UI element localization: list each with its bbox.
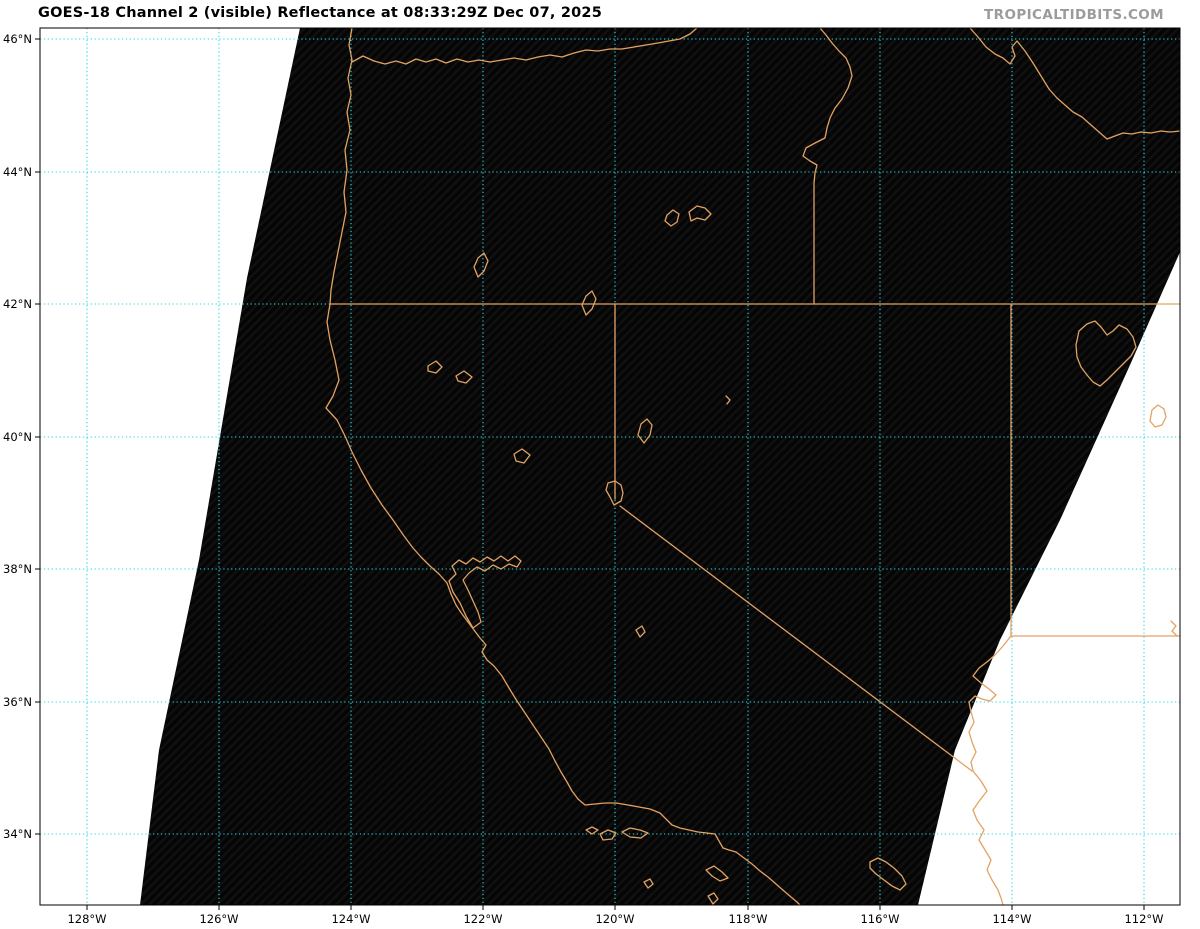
outline-border-california-nevada-diagonal [619, 505, 973, 772]
outline-santa-rosa-island [599, 829, 617, 841]
lon-tick-label: 122°W [463, 912, 502, 926]
page-title: GOES-18 Channel 2 (visible) Reflectance … [38, 5, 602, 21]
lon-tick-label: 124°W [331, 912, 370, 926]
outline-idaho-rivers [969, 27, 1181, 140]
outline-river-at-right-edge [1170, 620, 1178, 637]
lon-tick-label: 114°W [992, 912, 1031, 926]
outline-san-clemente-island [707, 892, 719, 905]
lat-tick-label: 34°N [3, 827, 32, 841]
outline-utah-lake [1149, 404, 1167, 428]
swath-polygon [140, 28, 1180, 905]
lon-tick-label: 116°W [860, 912, 899, 926]
outline-malheur-lake [688, 205, 712, 222]
lon-tick-label: 128°W [67, 912, 106, 926]
outline-upper-klamath-lake [473, 252, 489, 278]
outline-great-salt-lake [1075, 320, 1137, 387]
outline-san-miguel-island [585, 826, 599, 835]
outline-santa-catalina-island [705, 865, 729, 882]
outline-sf-bay-delta [448, 555, 522, 629]
lat-tick-label: 40°N [3, 430, 32, 444]
outline-walker-lake [635, 625, 646, 638]
outline-colorado-river-lake-mead [968, 635, 1012, 906]
outline-humboldt-river-tip [725, 395, 731, 405]
lat-tick-label: 44°N [3, 165, 32, 179]
outline-columbia-river [351, 27, 698, 65]
watermark-tropicaltidbits: TROPICALTIDBITS.COM [984, 7, 1164, 23]
outline-lake-tahoe [605, 480, 624, 506]
axis-ticks-and-labels: 46°N 44°N 42°N 40°N 38°N 36°N 34°N 128°W 126°W 12… [3, 32, 1164, 926]
outline-honey-lake [513, 448, 531, 464]
outline-ne-california-lake-2 [455, 370, 473, 384]
outline-snake-river-oregon-idaho-border [802, 27, 853, 305]
satellite-swath-dark-region [140, 28, 1180, 905]
outline-santa-barbara-island [643, 878, 654, 889]
outline-santa-cruz-island [621, 827, 649, 839]
outline-harney-lake [664, 209, 680, 227]
lat-tick-label: 38°N [3, 562, 32, 576]
lat-tick-label: 36°N [3, 695, 32, 709]
outline-pacific-coastline [325, 27, 801, 906]
outline-ne-california-lake-1 [427, 360, 443, 374]
geography-outlines [325, 27, 1181, 906]
lon-tick-label: 112°W [1124, 912, 1163, 926]
lat-tick-label: 42°N [3, 297, 32, 311]
outline-goose-lake [581, 290, 597, 316]
lon-tick-label: 118°W [728, 912, 767, 926]
plot-border [39, 27, 1181, 906]
lon-tick-label: 120°W [595, 912, 634, 926]
lon-tick-label: 126°W [199, 912, 238, 926]
outline-salton-sea [869, 857, 907, 891]
lat-tick-label: 46°N [3, 32, 32, 46]
outline-pyramid-lake [637, 418, 653, 444]
